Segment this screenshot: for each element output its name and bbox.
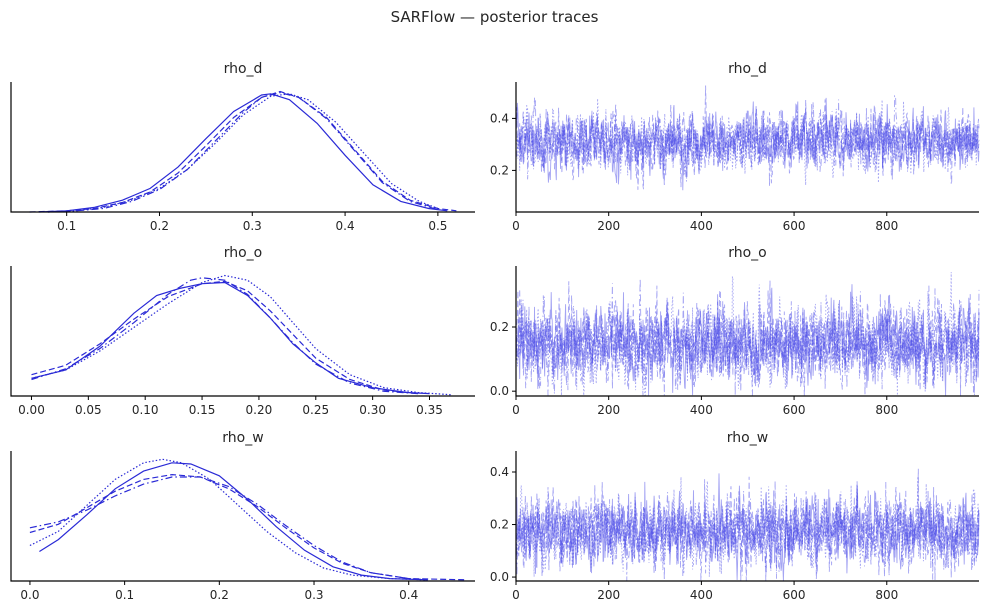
density-line-chain-3 <box>48 93 439 213</box>
x-tick-label: 0.30 <box>359 403 386 417</box>
subplot-trace-rho_d: rho_d 0 200 400 600 800 0.2 0.4 <box>490 61 980 233</box>
x-tick-label: 0.10 <box>132 403 159 417</box>
x-tick-label: 0.3 <box>304 588 323 602</box>
subplot-title: rho_w <box>222 430 263 446</box>
subplot-trace-rho_w: rho_w 0 200 400 600 800 0.0 0.2 0.4 <box>490 430 980 602</box>
x-tick-label: 400 <box>690 588 713 602</box>
density-line-chain-2 <box>29 90 457 213</box>
subplot-title: rho_o <box>224 245 263 261</box>
y-tick-label: 0.0 <box>490 570 509 584</box>
density-line-chain-4 <box>29 476 428 581</box>
density-line-chain-1 <box>39 462 428 581</box>
x-tick-label: 0.4 <box>336 219 355 233</box>
trace-line-chain-4 <box>515 278 980 396</box>
axis-spines <box>10 451 475 582</box>
subplot-density-rho_d: rho_d 0.1 0.2 0.3 0.4 0.5 <box>10 61 475 233</box>
density-line-chain-1 <box>38 93 448 213</box>
y-tick-label: 0.2 <box>490 518 509 532</box>
axis-spines <box>10 266 475 397</box>
y-tick-label: 0.2 <box>490 163 509 177</box>
density-line-chain-2 <box>29 473 466 581</box>
trace-line-chain-3 <box>515 98 980 186</box>
x-tick-label: 0.1 <box>115 588 134 602</box>
x-tick-label: 0 <box>512 219 520 233</box>
subplot-title: rho_o <box>728 245 767 261</box>
figure-suptitle: SARFlow — posterior traces <box>391 8 599 26</box>
density-line-chain-3 <box>29 458 428 581</box>
x-tick-label: 0.05 <box>75 403 102 417</box>
x-tick-label: 600 <box>783 403 806 417</box>
x-tick-label: 0.0 <box>20 588 39 602</box>
density-line-chain-4 <box>31 277 419 395</box>
x-tick-label: 600 <box>783 588 806 602</box>
axis-spines <box>10 82 475 213</box>
x-tick-label: 400 <box>690 219 713 233</box>
y-tick-label: 0.4 <box>490 465 509 479</box>
density-line-chain-2 <box>31 280 419 395</box>
x-tick-label: 800 <box>875 219 898 233</box>
x-tick-label: 400 <box>690 403 713 417</box>
x-tick-label: 200 <box>597 588 620 602</box>
subplot-title: rho_w <box>727 430 768 446</box>
subplot-density-rho_w: rho_w 0.0 0.1 0.2 0.3 0.4 <box>10 430 475 602</box>
x-tick-label: 0.3 <box>243 219 262 233</box>
subplot-density-rho_o: rho_o 0.00 0.05 0.10 0.15 0.20 0.25 0.30 0.35 <box>10 245 475 417</box>
x-tick-label: 0.5 <box>428 219 447 233</box>
subplot-grid: rho_d 0.1 0.2 0.3 0.4 0.5 rho_d 0 200 400 600 800 0.… <box>10 61 980 602</box>
density-line-chain-1 <box>31 281 430 395</box>
x-tick-label: 0.00 <box>18 403 45 417</box>
x-tick-label: 0.15 <box>189 403 216 417</box>
x-tick-label: 600 <box>783 219 806 233</box>
x-tick-label: 0.2 <box>150 219 169 233</box>
x-tick-label: 800 <box>875 588 898 602</box>
x-tick-label: 0 <box>512 403 520 417</box>
y-tick-label: 0.2 <box>490 320 509 334</box>
x-tick-label: 0.20 <box>246 403 273 417</box>
y-tick-label: 0.0 <box>490 384 509 398</box>
y-tick-label: 0.4 <box>490 111 509 125</box>
density-line-chain-3 <box>31 274 453 396</box>
subplot-trace-rho_o: rho_o 0 200 400 600 800 0.0 0.2 <box>490 245 980 417</box>
x-tick-label: 200 <box>597 219 620 233</box>
x-tick-label: 0.1 <box>57 219 76 233</box>
x-tick-label: 0 <box>512 588 520 602</box>
subplot-title: rho_d <box>224 61 263 77</box>
x-tick-label: 0.35 <box>416 403 443 417</box>
trace-line-chain-4 <box>515 481 980 581</box>
x-tick-label: 0.2 <box>210 588 229 602</box>
x-tick-label: 0.4 <box>399 588 418 602</box>
subplot-title: rho_d <box>728 61 767 77</box>
x-tick-label: 200 <box>597 403 620 417</box>
trace-line-chain-4 <box>515 95 980 187</box>
x-tick-label: 800 <box>875 403 898 417</box>
x-tick-label: 0.25 <box>302 403 329 417</box>
